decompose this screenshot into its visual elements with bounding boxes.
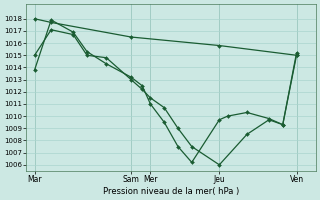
- X-axis label: Pression niveau de la mer( hPa ): Pression niveau de la mer( hPa ): [103, 187, 239, 196]
